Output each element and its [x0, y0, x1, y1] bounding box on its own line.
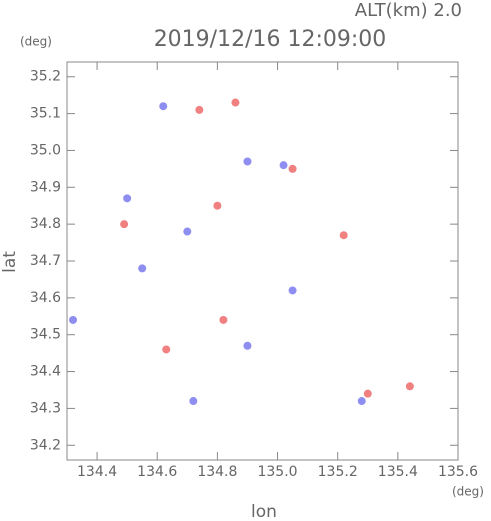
x-tick-label: 134.4	[77, 464, 117, 480]
x-axis-title: lon	[251, 502, 277, 521]
echo-point	[288, 164, 297, 173]
x-tick-label: 134.8	[197, 464, 237, 480]
x-tick-label: 135.4	[378, 464, 418, 480]
echo-point	[159, 102, 168, 111]
x-tick-label: 135.6	[438, 464, 478, 480]
y-tick-label: 34.5	[30, 327, 61, 343]
echo-point	[339, 231, 348, 240]
chart-subtitle: ALT(km) 2.0	[355, 0, 462, 21]
echo-point	[357, 397, 366, 406]
y-axis-title: lat	[0, 251, 20, 273]
y-unit: (deg)	[20, 35, 52, 49]
x-tick-label: 135.2	[318, 464, 358, 480]
echo-point	[195, 105, 204, 114]
y-tick-label: 34.7	[30, 253, 61, 269]
plot-frame	[66, 61, 459, 461]
echo-point	[219, 315, 228, 324]
echo-point	[243, 341, 252, 350]
y-tick-label: 34.4	[30, 364, 61, 380]
chart-title: 2019/12/16 12:09:00	[154, 27, 387, 52]
y-tick-label: 34.8	[30, 216, 61, 232]
y-tick-label: 34.3	[30, 400, 61, 416]
echo-point	[288, 286, 297, 295]
echo-point	[231, 98, 240, 107]
echo-point	[189, 397, 198, 406]
echo-point	[405, 382, 414, 391]
echo-point	[123, 194, 132, 203]
echo-point	[363, 389, 372, 398]
echo-point	[162, 345, 171, 354]
echo-point	[183, 227, 192, 236]
echo-point	[279, 161, 288, 170]
y-tick-label: 34.9	[30, 179, 61, 195]
echo-point	[120, 220, 129, 229]
y-tick-label: 35.2	[30, 69, 61, 85]
y-tick-label: 34.6	[30, 290, 61, 306]
y-tick-label: 35.0	[30, 142, 61, 158]
echo-point	[138, 264, 147, 273]
x-unit: (deg)	[452, 485, 484, 499]
echo-point	[243, 157, 252, 166]
echo-point	[213, 201, 222, 210]
y-tick-label: 34.2	[30, 437, 61, 453]
echo-point	[69, 315, 78, 324]
x-tick-label: 134.6	[137, 464, 177, 480]
x-tick-label: 135.0	[257, 464, 297, 480]
y-tick-label: 35.1	[30, 106, 61, 122]
